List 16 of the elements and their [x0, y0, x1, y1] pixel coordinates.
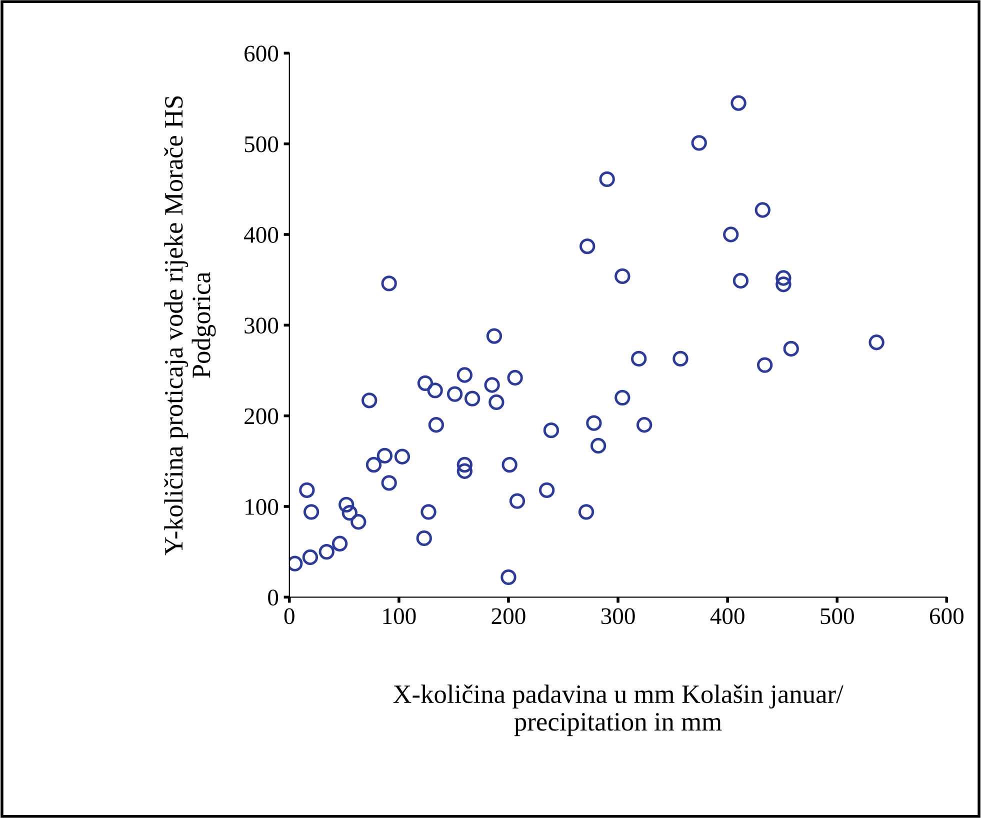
x-tick-label: 600: [930, 608, 964, 624]
y-tick-label: 500: [244, 136, 278, 152]
y-axis-title: Y-količina proticaja vode rijeke Morače HS Podgorica: [164, 96, 216, 556]
x-tick-label: 200: [492, 608, 526, 624]
y-tick-label: 400: [244, 226, 278, 243]
x-tick-label: 100: [383, 608, 416, 624]
x-tick-label: 300: [601, 608, 635, 624]
y-tick-label: 0: [268, 590, 278, 606]
x-tick-label: 500: [820, 608, 854, 624]
y-tick-label: 200: [244, 408, 278, 424]
x-tick-label: 400: [710, 608, 744, 624]
y-tick-label: 300: [244, 318, 278, 334]
y-tick-label: 100: [246, 498, 278, 515]
x-axis-title: X-količina padavina u mm Kolašin januar/ precipitation in mm: [393, 684, 844, 736]
x-tick-label: 0: [284, 608, 294, 624]
y-tick-label: 600: [244, 46, 278, 62]
